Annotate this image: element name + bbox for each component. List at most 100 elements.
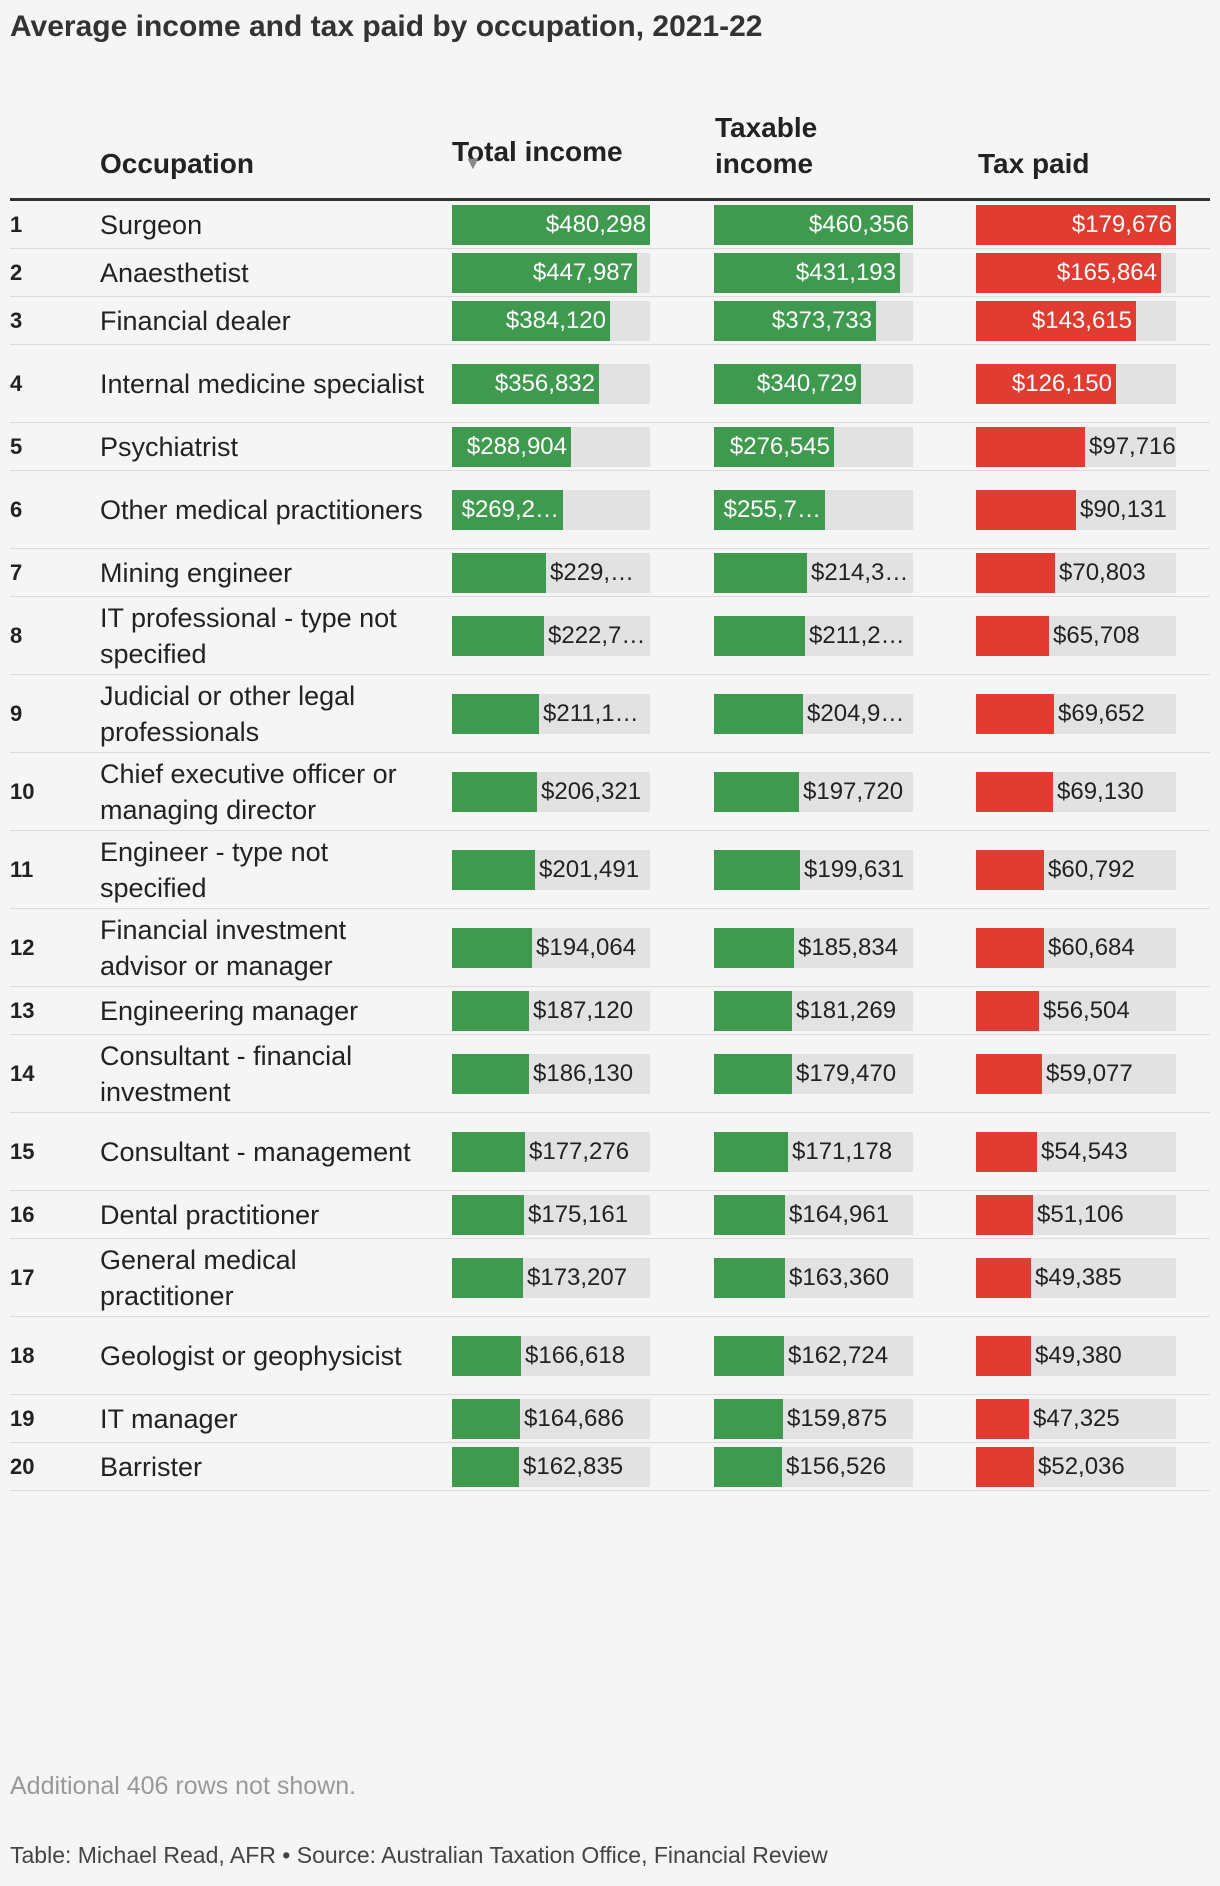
table-row: 2 Anaesthetist $447,987 $431,193 $165,864 xyxy=(10,249,1210,297)
bar-total-income xyxy=(452,426,571,467)
bar-cell-total-income: $222,7… xyxy=(452,615,650,656)
bar-cell-tax-paid: $56,504 xyxy=(976,990,1176,1031)
column-header-taxable-income[interactable]: Taxable income xyxy=(715,112,818,179)
bar-tax-paid xyxy=(976,849,1044,890)
value-label-total-income: $173,207 xyxy=(527,1263,628,1291)
column-header-occupation[interactable]: Occupation xyxy=(100,148,255,179)
value-label-taxable-income: $162,724 xyxy=(788,1341,889,1369)
bar-cell-tax-paid: $69,652 xyxy=(976,693,1176,734)
bar-cell-taxable-income: $171,178 xyxy=(714,1131,913,1172)
bar-cell-total-income: $162,835 xyxy=(452,1446,650,1487)
occupation-label: Barrister xyxy=(100,1451,203,1482)
row-rank: 14 xyxy=(10,1060,35,1086)
row-rank: 1 xyxy=(10,211,23,237)
table-row: 9 Judicial or other legal professionals $2… xyxy=(10,675,1210,753)
table-row: 12 Financial investment advisor or manage… xyxy=(10,909,1210,987)
bar-cell-taxable-income: $211,2… xyxy=(714,615,913,656)
table-row: 7 Mining engineer $229,… $214,3… $70,803 xyxy=(10,549,1210,597)
row-rank: 8 xyxy=(10,622,23,648)
bar-cell-taxable-income: $199,631 xyxy=(714,849,913,890)
bar-taxable-income xyxy=(714,489,825,530)
occupation-label: Geologist or geophysicist xyxy=(100,1340,402,1371)
value-label-total-income: $384,120 xyxy=(505,306,606,334)
bar-cell-tax-paid: $49,385 xyxy=(976,1257,1176,1298)
bar-total-income xyxy=(452,693,539,734)
bar-cell-tax-paid: $97,716 xyxy=(976,426,1176,467)
income-table: Occupation Total income ▼ Taxable income… xyxy=(10,100,1210,1491)
bar-tax-paid xyxy=(976,990,1039,1031)
bar-taxable-income xyxy=(714,1194,785,1235)
bar-cell-total-income: $173,207 xyxy=(452,1257,650,1298)
row-rank: 16 xyxy=(10,1201,35,1227)
row-rank: 10 xyxy=(10,778,35,804)
bar-cell-taxable-income: $185,834 xyxy=(714,927,913,968)
bar-total-income xyxy=(452,927,532,968)
bar-taxable-income xyxy=(714,990,792,1031)
row-rank: 17 xyxy=(10,1264,35,1290)
value-label-tax-paid: $143,615 xyxy=(1031,306,1132,334)
row-rank: 12 xyxy=(10,934,35,960)
column-header-total-income[interactable]: Total income xyxy=(452,136,623,167)
bar-taxable-income xyxy=(714,927,794,968)
table-row: 10 Chief executive officer or managing di… xyxy=(10,753,1210,831)
table-row: 8 IT professional - type not specified $22… xyxy=(10,597,1210,675)
table-header: Occupation Total income ▼ Taxable income… xyxy=(10,100,1210,201)
bar-cell-total-income: $356,832 xyxy=(452,363,650,404)
chart-title: Average income and tax paid by occupatio… xyxy=(10,10,763,43)
table-row: 20 Barrister $162,835 $156,526 $52,036 xyxy=(10,1443,1210,1491)
row-rank: 6 xyxy=(10,496,23,522)
value-label-total-income: $206,321 xyxy=(541,777,642,805)
value-label-tax-paid: $97,716 xyxy=(1089,432,1176,460)
value-label-total-income: $229,… xyxy=(550,558,635,586)
bar-cell-total-income: $201,491 xyxy=(452,849,650,890)
bar-total-income xyxy=(452,1398,520,1439)
occupation-label: Engineer - type not specified xyxy=(100,836,329,903)
bar-taxable-income xyxy=(714,204,913,245)
bar-tax-paid xyxy=(976,1398,1029,1439)
bar-cell-total-income: $166,618 xyxy=(452,1335,650,1376)
bar-tax-paid xyxy=(976,927,1044,968)
bar-cell-taxable-income: $460,356 xyxy=(714,204,913,245)
value-label-tax-paid: $90,131 xyxy=(1080,495,1167,523)
value-label-taxable-income: $204,9… xyxy=(807,699,905,727)
value-label-tax-paid: $69,130 xyxy=(1057,777,1144,805)
bar-cell-total-income: $187,120 xyxy=(452,990,650,1031)
bar-total-income xyxy=(452,1335,521,1376)
row-rank: 2 xyxy=(10,259,23,285)
value-label-taxable-income: $156,526 xyxy=(786,1452,887,1480)
bar-cell-taxable-income: $179,470 xyxy=(714,1053,913,1094)
bar-cell-taxable-income: $214,3… xyxy=(714,552,913,593)
bar-taxable-income xyxy=(714,1446,782,1487)
bar-cell-tax-paid: $70,803 xyxy=(976,552,1176,593)
occupation-label: Judicial or other legal professionals xyxy=(100,680,356,747)
bar-tax-paid xyxy=(976,363,1116,404)
bar-total-income xyxy=(452,615,544,656)
row-rank: 15 xyxy=(10,1138,35,1164)
bar-total-income xyxy=(452,252,637,293)
value-label-taxable-income: $373,733 xyxy=(771,306,872,334)
occupation-label: Financial dealer xyxy=(100,305,291,336)
value-label-total-income: $201,491 xyxy=(539,855,640,883)
bar-cell-tax-paid: $165,864 xyxy=(976,252,1176,293)
occupation-label: General medical practitioner xyxy=(100,1244,297,1311)
bar-total-income xyxy=(452,489,563,530)
occupation-label: IT professional - type not specified xyxy=(100,602,397,669)
table-row: 13 Engineering manager $187,120 $181,269 $56… xyxy=(10,987,1210,1035)
bar-cell-taxable-income: $159,875 xyxy=(714,1398,913,1439)
value-label-tax-paid: $69,652 xyxy=(1058,699,1145,727)
bar-cell-taxable-income: $163,360 xyxy=(714,1257,913,1298)
occupation-label: Psychiatrist xyxy=(100,431,239,462)
table-row: 16 Dental practitioner $175,161 $164,961 $51… xyxy=(10,1191,1210,1239)
bar-cell-tax-paid: $59,077 xyxy=(976,1053,1176,1094)
column-header-tax-paid[interactable]: Tax paid xyxy=(978,148,1090,179)
value-label-tax-paid: $51,106 xyxy=(1037,1200,1124,1228)
value-label-tax-paid: $179,676 xyxy=(1071,210,1172,238)
bar-cell-taxable-income: $204,9… xyxy=(714,693,913,734)
bar-taxable-income xyxy=(714,1335,784,1376)
bar-cell-total-income: $480,298 xyxy=(452,204,650,245)
value-label-tax-paid: $165,864 xyxy=(1056,258,1157,286)
sort-descending-icon[interactable]: ▼ xyxy=(464,153,482,173)
value-label-taxable-income: $197,720 xyxy=(803,777,904,805)
occupation-label: Financial investment advisor or manager xyxy=(100,914,347,981)
bar-cell-tax-paid: $47,325 xyxy=(976,1398,1176,1439)
